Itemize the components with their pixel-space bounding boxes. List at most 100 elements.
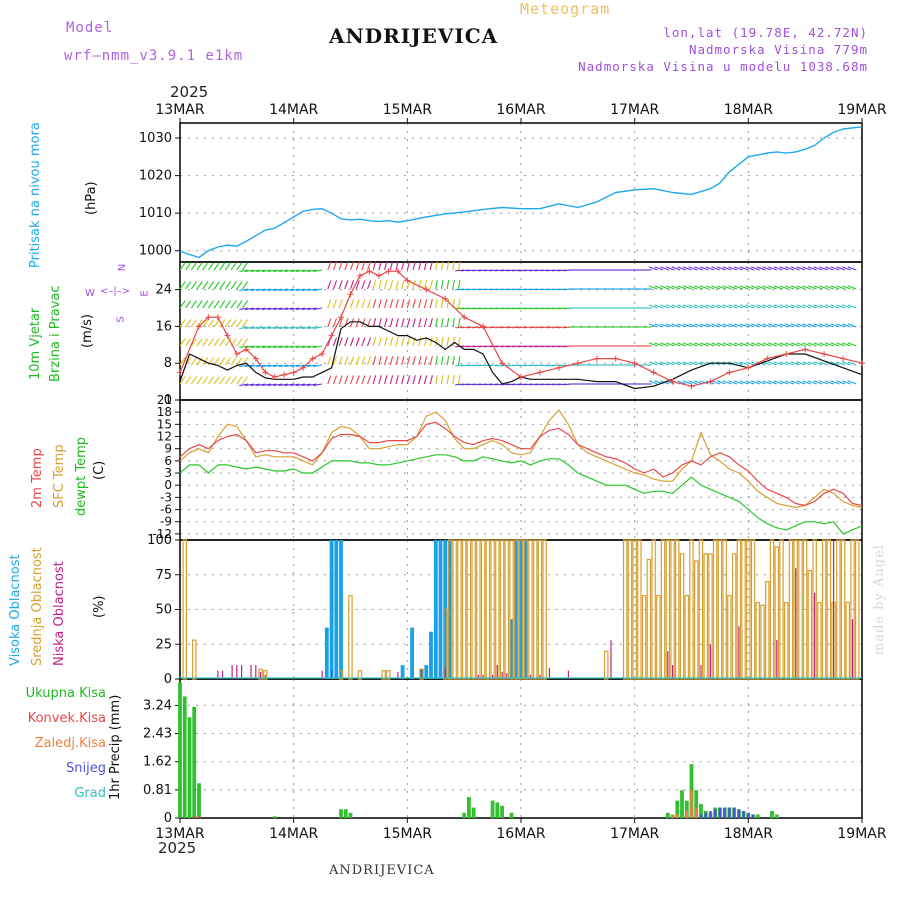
y-tick-label: 0 [164, 393, 172, 408]
wind-gust-marker [574, 360, 581, 367]
wind-gust-marker [821, 351, 828, 357]
wind-barb [372, 299, 377, 309]
wind-barb [813, 304, 823, 309]
date-label-top: 13MAR [155, 102, 204, 118]
y-tick-label: 18 [157, 405, 172, 419]
wind-gust-marker [783, 351, 790, 357]
wind-barb [756, 304, 766, 309]
wind-barb [256, 383, 266, 387]
wind-gust-marker [224, 332, 231, 339]
cloud-mid-bar [689, 539, 694, 680]
wind-barb [739, 266, 749, 271]
wind-gust-marker [461, 314, 468, 321]
y-tick-label: 24 [155, 283, 172, 298]
wind-gust-marker [177, 369, 183, 376]
wind-barb [756, 342, 766, 347]
wind-barb [688, 285, 698, 290]
wind-barb [412, 318, 416, 328]
wind-gust-marker [669, 378, 676, 385]
wind-barb [349, 262, 355, 271]
wind-barb [273, 288, 283, 292]
wind-barb [273, 345, 283, 349]
cloud-high-bar [324, 627, 329, 679]
wind-barb [225, 262, 232, 271]
year-bottom: 2025 [158, 839, 197, 857]
wind-barb [694, 323, 704, 328]
wind-barb [751, 304, 760, 309]
wind-barb [307, 364, 317, 368]
wind-barb [344, 262, 349, 271]
wind-barb [225, 376, 232, 385]
wind-barb [236, 262, 243, 271]
wind-barb [819, 342, 829, 347]
wind-barb [313, 326, 323, 330]
wind-gust-marker [764, 355, 771, 362]
wind-barb [219, 300, 226, 309]
wind-barb [236, 281, 243, 290]
wind-barb [796, 285, 806, 290]
wind-barb [307, 326, 317, 330]
wind-barb [688, 380, 698, 385]
wind-barb [296, 307, 306, 311]
wind-barb [802, 361, 812, 366]
wind-barb [699, 342, 709, 347]
wind-barb [824, 361, 834, 366]
wind-barb [244, 269, 254, 273]
wind-barb [190, 357, 197, 366]
wind-barb [262, 383, 272, 387]
wind-barb [313, 307, 323, 311]
wind-barb [307, 383, 317, 387]
wind-barb [452, 356, 455, 366]
wind-barb [372, 318, 377, 328]
cloud-mid-bar [532, 539, 538, 680]
precip-total-bar [495, 802, 500, 818]
panel-frame [179, 122, 863, 263]
wind-barb [768, 285, 777, 290]
wind-barb [660, 361, 669, 366]
wind-barb [355, 375, 360, 385]
cloud-mid-bar [783, 601, 789, 680]
panel-0-grid [175, 123, 862, 262]
wind-barb [457, 356, 461, 366]
wind-barb [665, 304, 675, 309]
wind-barb [790, 361, 800, 366]
cloud-mid-bar [684, 594, 689, 680]
precip-total-bar [755, 814, 760, 818]
cloud-mid-bar [485, 539, 491, 680]
wind-barb [722, 285, 732, 290]
wind-barb [665, 361, 675, 366]
wind-barb [225, 319, 232, 328]
wind-barb [338, 262, 343, 271]
wind-barb [807, 323, 817, 328]
wind-barb [284, 364, 294, 368]
wind-barb [452, 375, 455, 385]
wind-barb [395, 318, 399, 328]
wind-barb [756, 266, 766, 271]
cloud-mid-bar [727, 594, 732, 680]
date-label-top: 17MAR [610, 102, 659, 118]
date-label-top: 15MAR [383, 102, 432, 118]
wind-barb [665, 266, 675, 271]
wind-barb [745, 285, 755, 290]
cloud-mid-bar [641, 594, 647, 680]
wind-barb [401, 356, 405, 366]
wind-barb [378, 337, 382, 347]
wind-barb [705, 323, 715, 328]
cloud-mid-bar [523, 539, 528, 680]
wind-barb [236, 357, 243, 366]
wind-barb [705, 266, 715, 271]
cloud-mid-bar [627, 539, 633, 680]
precip-frz-bar [671, 814, 674, 818]
wind-barb [785, 285, 794, 290]
wind-barb [349, 318, 355, 328]
wind-barb [435, 375, 438, 385]
wind-barb [677, 285, 687, 290]
wind-barb [440, 356, 444, 366]
wind-barb [819, 380, 829, 385]
wind-barb [284, 345, 294, 349]
wind-barb [429, 337, 433, 347]
wind-barb [202, 281, 209, 290]
cloud-mid-bar [656, 594, 661, 680]
wind-gust-marker [319, 351, 326, 357]
precip-total-bar [467, 797, 471, 818]
